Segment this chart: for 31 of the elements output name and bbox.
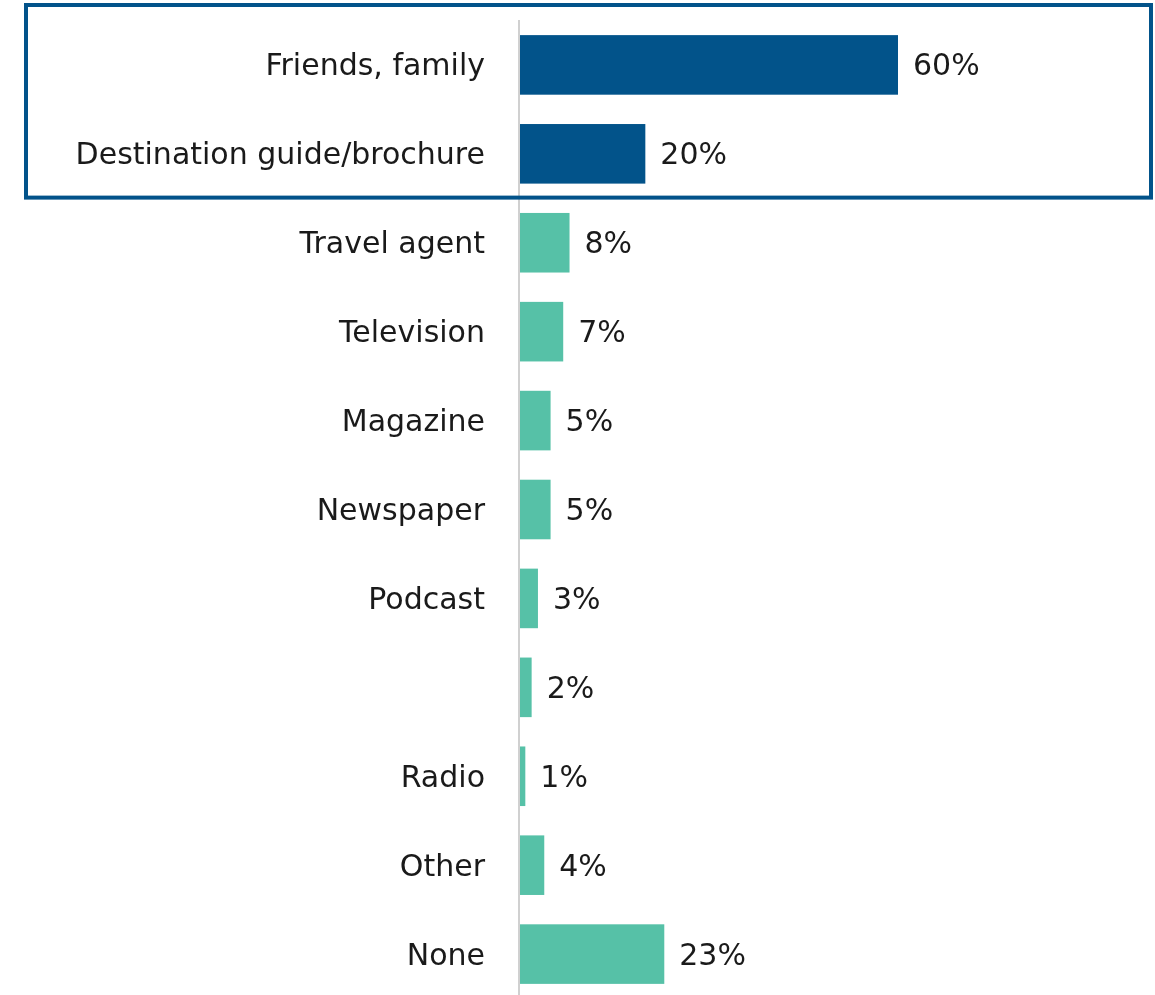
data-label: 7% bbox=[578, 314, 626, 350]
data-label: 1% bbox=[540, 758, 588, 794]
y-tick-label: Radio bbox=[400, 758, 485, 794]
data-label: 8% bbox=[584, 225, 633, 261]
bar bbox=[519, 35, 898, 95]
y-tick-label: Magazine bbox=[341, 403, 485, 439]
bar bbox=[519, 390, 551, 451]
bar bbox=[519, 212, 570, 273]
data-label: 5% bbox=[565, 403, 614, 439]
data-label: 4% bbox=[559, 847, 607, 883]
bar bbox=[519, 924, 665, 984]
y-tick-label: Podcast bbox=[368, 580, 486, 616]
data-label: 20% bbox=[660, 136, 728, 172]
bar bbox=[519, 124, 646, 184]
y-tick-label: Destination guide/brochure bbox=[75, 136, 485, 172]
data-label: 23% bbox=[679, 936, 746, 972]
bar bbox=[519, 835, 545, 895]
data-label: 5% bbox=[565, 492, 614, 527]
bar bbox=[519, 301, 564, 362]
y-tick-label: Television bbox=[338, 314, 485, 350]
data-label: 3% bbox=[552, 580, 601, 616]
bar bbox=[519, 479, 551, 540]
bar bbox=[519, 657, 532, 718]
y-tick-label: None bbox=[406, 936, 485, 972]
data-label: 60% bbox=[913, 47, 980, 83]
y-tick-label: Friends, family bbox=[265, 47, 485, 83]
data-label: 2% bbox=[546, 669, 595, 705]
bar bbox=[519, 568, 538, 629]
y-tick-label: Newspaper bbox=[316, 492, 486, 527]
y-tick-label: Travel agent bbox=[298, 225, 486, 261]
y-tick-label: Other bbox=[399, 847, 486, 883]
